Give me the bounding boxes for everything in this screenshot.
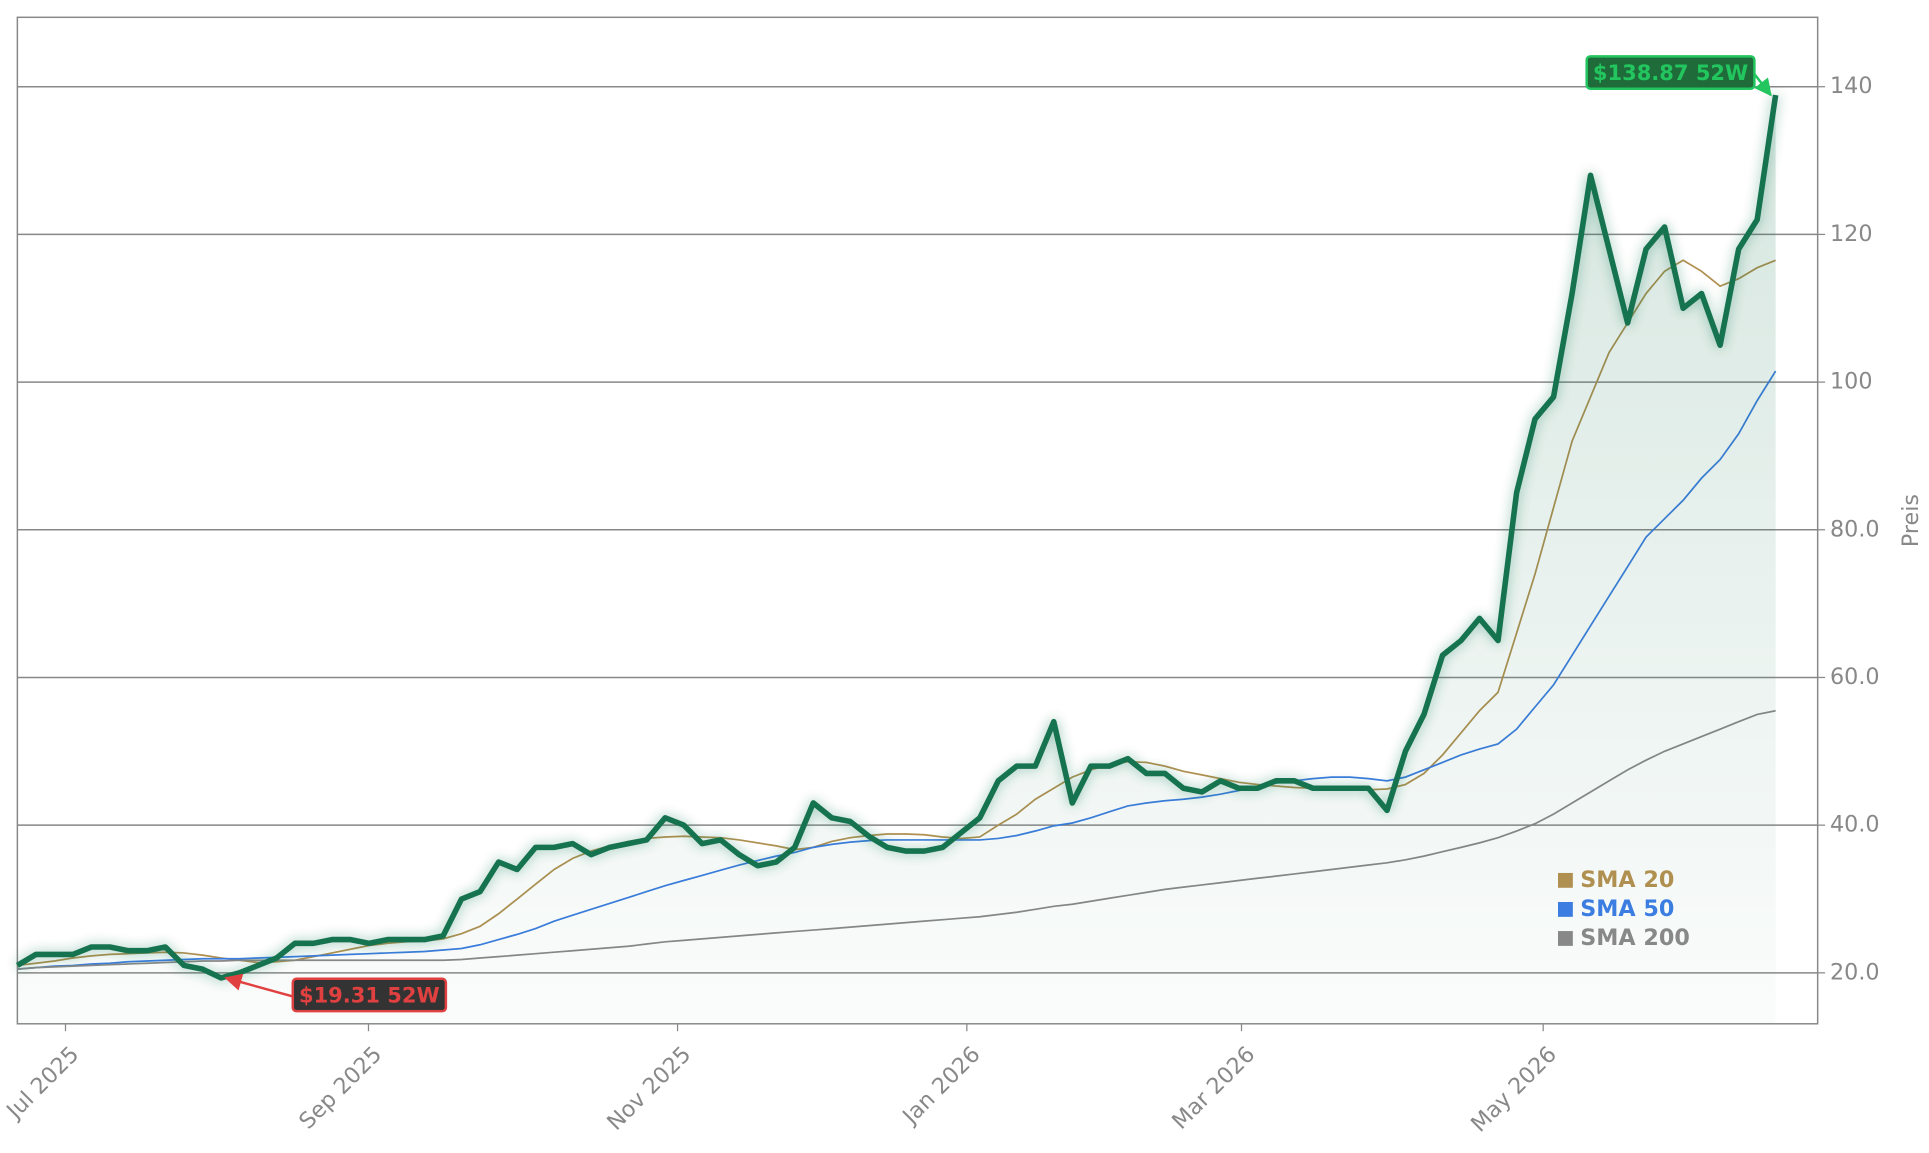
annotation: $138.87 52W — [1585, 55, 1772, 97]
x-tick-label: Jan 2026 — [896, 1041, 985, 1130]
annotation-box — [291, 977, 448, 1013]
y-tick-label: 140 — [1830, 73, 1872, 99]
y-axis-label: Preis — [1898, 494, 1924, 547]
y-tick-label: 60.0 — [1830, 664, 1880, 690]
annotation-arrow — [224, 973, 294, 998]
legend-swatch — [1558, 872, 1573, 888]
price-line — [15, 94, 1779, 981]
legend-swatch — [1558, 931, 1573, 946]
x-tick-label: Jul 2025 — [0, 1041, 84, 1125]
area — [17, 95, 1776, 1024]
y-tick-label: 20.0 — [1830, 959, 1880, 985]
legend-label: SMA 50 — [1580, 896, 1674, 922]
annotation-label: $19.31 52W — [299, 982, 440, 1007]
legend-label: SMA 20 — [1580, 867, 1674, 893]
y-tick-label: 100 — [1830, 369, 1872, 395]
x-tick-label: May 2026 — [1466, 1041, 1562, 1137]
annotation-label: $138.87 52W — [1593, 60, 1748, 85]
x-tick-label: Sep 2025 — [294, 1041, 387, 1134]
y-tick-label: 40.0 — [1830, 812, 1880, 838]
legend-swatch — [1558, 901, 1573, 917]
annotation-box — [1585, 55, 1756, 90]
x-tick-label: Mar 2026 — [1167, 1041, 1260, 1134]
x-tick-label: Nov 2025 — [602, 1041, 696, 1135]
annotation: $19.31 52W — [224, 973, 448, 1013]
y-tick-label: 80.0 — [1830, 516, 1880, 542]
legend-label: SMA 200 — [1580, 925, 1690, 951]
annotation-arrow — [1753, 73, 1772, 97]
y-tick-label: 120 — [1830, 221, 1872, 247]
